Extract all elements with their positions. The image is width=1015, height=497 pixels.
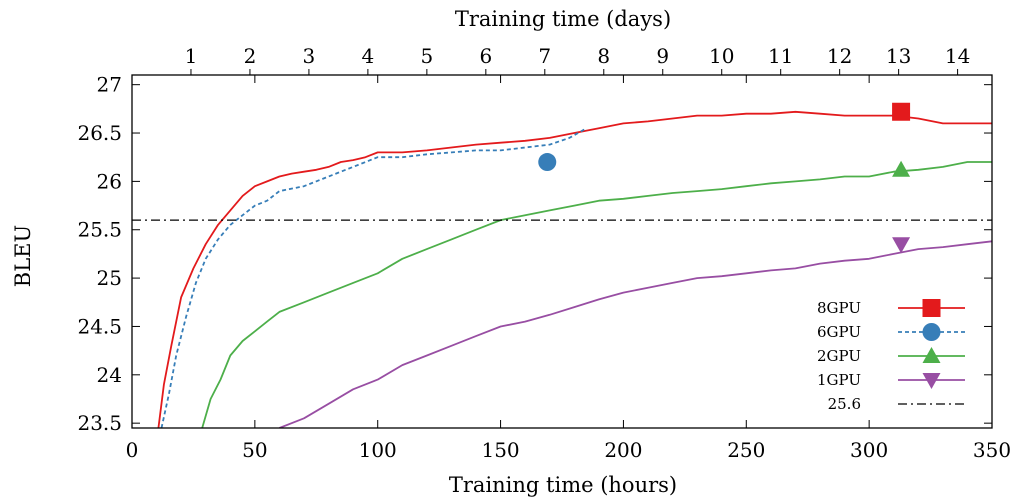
x-tick-label: 100 xyxy=(359,438,397,462)
legend-2gpu: 2GPU xyxy=(817,347,965,365)
top-tick-label: 2 xyxy=(244,44,257,68)
x-tick-label: 350 xyxy=(973,438,1011,462)
top-tick-label: 9 xyxy=(656,44,669,68)
plot-border xyxy=(131,74,993,429)
y-tick-label: 26 xyxy=(97,169,122,193)
top-tick-label: 11 xyxy=(768,44,793,68)
top-tick-label: 8 xyxy=(597,44,610,68)
y-tick-label: 27 xyxy=(97,73,122,97)
legend-swatch-marker xyxy=(922,347,941,363)
top-tick-label: 12 xyxy=(827,44,852,68)
y-tick-label: 24 xyxy=(97,363,122,387)
x-tick-label: 200 xyxy=(604,438,642,462)
top-tick-label: 3 xyxy=(303,44,316,68)
legend-swatch-marker xyxy=(922,323,941,341)
legend-6gpu: 6GPU xyxy=(817,323,965,341)
series-layer xyxy=(132,102,992,428)
x-axis-title: Training time (hours) xyxy=(449,473,677,497)
y-tick-label: 24.5 xyxy=(77,314,122,338)
top-tick-label: 1 xyxy=(185,44,198,68)
legend-8gpu: 8GPU xyxy=(817,299,965,317)
y-tick-label: 25 xyxy=(97,266,122,290)
legend: 8GPU 6GPU 2GPU 1GPU 25.6 xyxy=(817,299,965,413)
x-tick-label: 0 xyxy=(126,438,139,462)
top-tick-label: 13 xyxy=(886,44,911,68)
series-1gpu-line xyxy=(279,240,992,428)
legend-swatch-marker xyxy=(922,373,941,389)
top-tick-label: 14 xyxy=(945,44,970,68)
plot-frame xyxy=(131,74,993,429)
series-8gpu-line xyxy=(157,110,992,428)
y-tick-label: 23.5 xyxy=(77,411,122,435)
series-2gpu-marker xyxy=(892,160,911,177)
top-tick-label: 7 xyxy=(538,44,551,68)
series-6gpu-marker xyxy=(538,153,557,172)
x-tick-label: 50 xyxy=(242,438,267,462)
series-6gpu-group xyxy=(160,127,588,428)
y-tick-label: 25.5 xyxy=(77,218,122,242)
legend-swatch-marker xyxy=(922,299,941,317)
legend-label: 25.6 xyxy=(828,395,861,413)
legend-label: 1GPU xyxy=(817,371,861,389)
top-tick-label: 5 xyxy=(420,44,433,68)
series-8gpu-marker xyxy=(892,102,911,121)
legend-1gpu: 1GPU xyxy=(817,371,965,389)
series-1gpu-group xyxy=(279,237,992,428)
series-2gpu-group xyxy=(201,160,992,428)
top-axis-title: Training time (days) xyxy=(455,7,671,31)
top-tick-label: 6 xyxy=(479,44,492,68)
y-tick-label: 26.5 xyxy=(77,121,122,145)
x-tick-label: 250 xyxy=(727,438,765,462)
top-tick-label: 4 xyxy=(362,44,375,68)
series-1gpu-marker xyxy=(892,237,911,254)
legend-label: 8GPU xyxy=(817,299,861,317)
series-6gpu-line xyxy=(160,127,588,428)
legend-label: 6GPU xyxy=(817,323,861,341)
series-2gpu-line xyxy=(201,161,992,428)
x-tick-label: 150 xyxy=(481,438,519,462)
x-tick-label: 300 xyxy=(850,438,888,462)
top-tick-label: 10 xyxy=(709,44,734,68)
series-8gpu-group xyxy=(157,102,992,428)
legend-25-6: 25.6 xyxy=(828,395,965,413)
y-axis-title: BLEU xyxy=(11,225,35,287)
legend-label: 2GPU xyxy=(817,347,861,365)
